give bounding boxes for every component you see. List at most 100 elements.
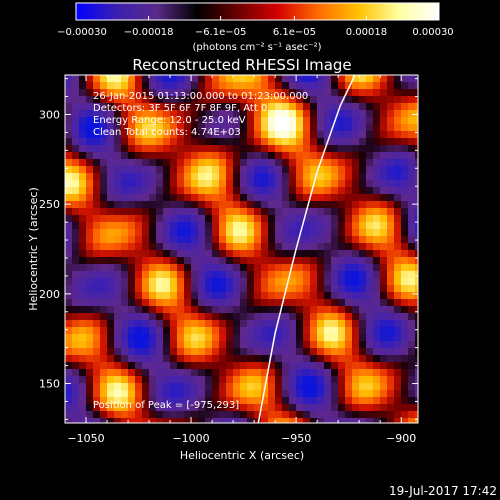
heatmap-cell <box>142 320 150 328</box>
heatmap-cell <box>366 418 374 423</box>
heatmap-cell <box>366 166 374 174</box>
heatmap-cell <box>303 355 311 363</box>
heatmap-cell <box>282 159 290 167</box>
heatmap-cell <box>289 341 297 349</box>
heatmap-cell <box>226 250 234 258</box>
heatmap-cell <box>366 306 374 314</box>
heatmap-cell <box>65 369 73 377</box>
heatmap-cell <box>128 208 136 216</box>
heatmap-cell <box>184 278 192 286</box>
heatmap-cell <box>373 369 381 377</box>
heatmap-cell <box>107 243 115 251</box>
heatmap-cell <box>198 299 206 307</box>
heatmap-cell <box>170 292 178 300</box>
heatmap-cell <box>226 131 234 139</box>
heatmap-cell <box>177 362 185 370</box>
heatmap-cell <box>93 362 101 370</box>
heatmap-cell <box>275 285 283 293</box>
heatmap-cell <box>296 264 304 272</box>
heatmap-cell <box>163 243 171 251</box>
heatmap-cell <box>408 110 416 118</box>
heatmap-cell <box>408 124 416 132</box>
heatmap-cell <box>289 222 297 230</box>
heatmap-cell <box>282 355 290 363</box>
heatmap-cell <box>149 369 157 377</box>
heatmap-cell <box>338 117 346 125</box>
heatmap-cell <box>254 341 262 349</box>
heatmap-cell <box>107 229 115 237</box>
heatmap-cell <box>191 180 199 188</box>
heatmap-cell <box>212 383 220 391</box>
heatmap-cell <box>184 271 192 279</box>
heatmap-cell <box>240 131 248 139</box>
heatmap-cell <box>79 173 87 181</box>
heatmap-cell <box>219 96 227 104</box>
heatmap-cell <box>296 117 304 125</box>
heatmap-cell <box>324 418 332 423</box>
heatmap-cell <box>142 201 150 209</box>
heatmap-cell <box>121 390 129 398</box>
heatmap-cell <box>345 313 353 321</box>
heatmap-cell <box>107 285 115 293</box>
heatmap-cell <box>121 257 129 265</box>
heatmap-cell <box>310 292 318 300</box>
heatmap-cell <box>296 243 304 251</box>
heatmap-cell <box>156 306 164 314</box>
heatmap-cell <box>233 152 241 160</box>
heatmap-cell <box>233 292 241 300</box>
heatmap-cell <box>142 334 150 342</box>
heatmap-cell <box>345 383 353 391</box>
heatmap-cell <box>324 285 332 293</box>
heatmap-cell <box>156 159 164 167</box>
heatmap-cell <box>338 411 346 419</box>
heatmap-cell <box>359 369 367 377</box>
heatmap-cell <box>93 278 101 286</box>
heatmap-cell <box>86 110 94 118</box>
heatmap-cell <box>338 131 346 139</box>
heatmap-cell <box>142 215 150 223</box>
heatmap-cell <box>310 138 318 146</box>
heatmap-cell <box>317 75 325 83</box>
heatmap-cell <box>219 75 227 83</box>
heatmap-cell <box>310 229 318 237</box>
heatmap-cell <box>282 404 290 412</box>
heatmap-cell <box>170 320 178 328</box>
heatmap-cell <box>415 166 418 174</box>
heatmap-cell <box>86 131 94 139</box>
heatmap-cell <box>65 376 73 384</box>
heatmap-cell <box>282 383 290 391</box>
heatmap-cell <box>296 313 304 321</box>
heatmap-cell <box>247 362 255 370</box>
heatmap-cell <box>338 306 346 314</box>
heatmap-cell <box>184 313 192 321</box>
heatmap-cell <box>191 110 199 118</box>
heatmap-cell <box>387 271 395 279</box>
heatmap-cell <box>261 201 269 209</box>
heatmap-cell <box>275 383 283 391</box>
heatmap-cell <box>156 250 164 258</box>
heatmap-cell <box>100 145 108 153</box>
heatmap-cell <box>366 243 374 251</box>
heatmap-cell <box>338 110 346 118</box>
heatmap-cell <box>338 208 346 216</box>
heatmap-cell <box>170 124 178 132</box>
heatmap-cell <box>121 397 129 405</box>
heatmap-cell <box>107 89 115 97</box>
heatmap-cell <box>79 320 87 328</box>
heatmap-cell <box>170 341 178 349</box>
heatmap-cell <box>212 131 220 139</box>
heatmap-cell <box>317 362 325 370</box>
heatmap-cell <box>163 404 171 412</box>
heatmap-cell <box>72 327 80 335</box>
heatmap-cell <box>359 418 367 423</box>
heatmap-cell <box>282 397 290 405</box>
heatmap-cell <box>289 215 297 223</box>
heatmap-cell <box>331 236 339 244</box>
heatmap-cell <box>415 313 418 321</box>
heatmap-cell <box>240 278 248 286</box>
annotation-line: Energy Range: 12.0 - 25.0 keV <box>93 115 246 126</box>
heatmap-cell <box>114 180 122 188</box>
heatmap-cell <box>310 362 318 370</box>
heatmap-cell <box>324 117 332 125</box>
heatmap-cell <box>142 236 150 244</box>
